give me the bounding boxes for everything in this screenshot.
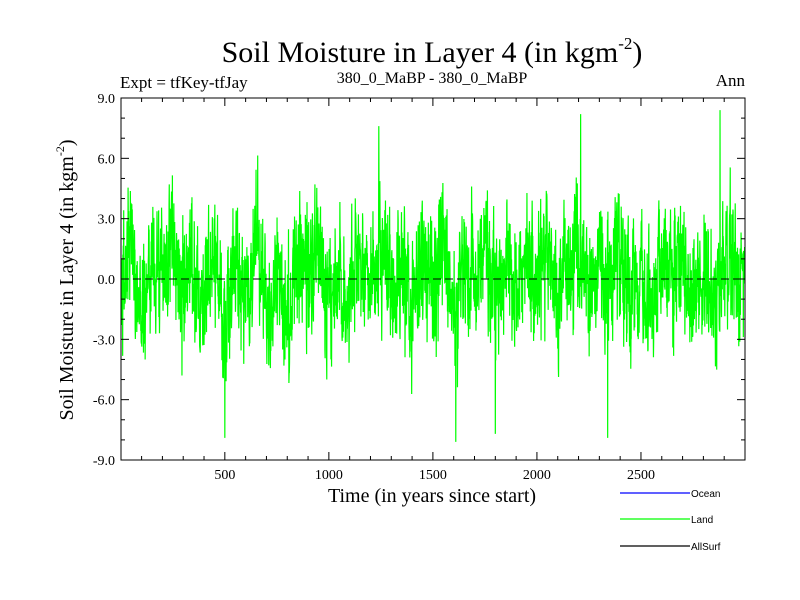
x-axis-label: Time (in years since start): [328, 485, 536, 507]
y-tick-label: 9.0: [98, 92, 116, 107]
x-tick-label: 2000: [523, 468, 551, 483]
legend-label-allsurf: AllSurf: [691, 542, 721, 553]
axes: -9.0 -6.0 -3.0 0.0 3.0 6.0 9.0 500 1000 1500 2000 2…: [93, 92, 746, 483]
y-tick-label: -9.0: [93, 454, 115, 469]
x-tick-label: 2500: [627, 468, 655, 483]
land-series-line: [121, 110, 745, 442]
legend-label-ocean: Ocean: [691, 489, 720, 500]
subtitle-experiment: Expt = tfKey-tfJay: [120, 73, 248, 92]
y-tick-label: 3.0: [98, 213, 116, 228]
y-tick-label: 6.0: [98, 152, 116, 167]
legend: Ocean Land AllSurf: [620, 489, 721, 553]
x-tick-label: 500: [214, 468, 235, 483]
y-axis-label: Soil Moisture in Layer 4 (in kgm-2): [53, 139, 78, 420]
subtitle-comparison: 380_0_MaBP - 380_0_MaBP: [337, 70, 528, 87]
legend-label-land: Land: [691, 515, 713, 526]
y-tick-label: 0.0: [98, 273, 116, 288]
y-tick-label: -3.0: [93, 333, 115, 348]
subtitle-season: Ann: [716, 71, 746, 90]
x-tick-label: 1500: [419, 468, 447, 483]
x-tick-label: 1000: [315, 468, 343, 483]
y-tick-label: -6.0: [93, 394, 115, 409]
chart-title: Soil Moisture in Layer 4 (in kgm-2): [222, 34, 643, 69]
plot-area: [121, 110, 745, 442]
